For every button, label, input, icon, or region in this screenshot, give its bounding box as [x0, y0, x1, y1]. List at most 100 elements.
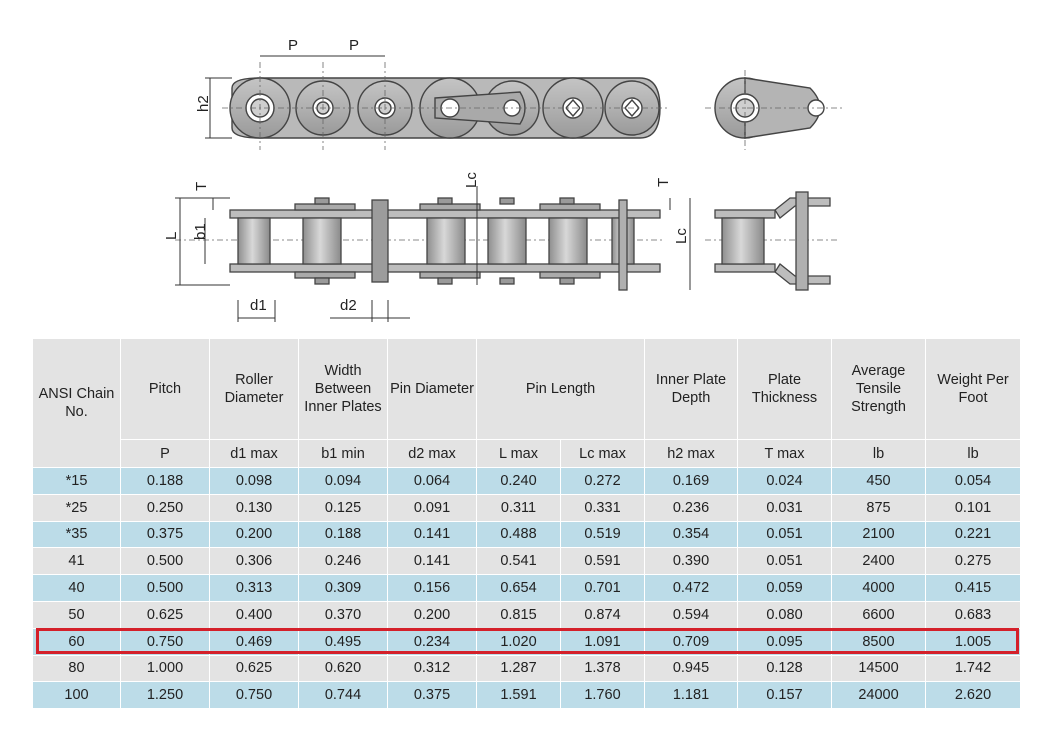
- label-d1: d1: [250, 297, 267, 314]
- table-cell: 0.098: [209, 467, 299, 495]
- table-cell: 0.156: [387, 574, 477, 602]
- label-P1: P: [288, 37, 298, 54]
- table-cell: 0.683: [925, 600, 1021, 629]
- table-cell: 0.157: [737, 681, 832, 710]
- label-Lc1: Lc: [463, 172, 480, 188]
- table-cell: 40: [32, 574, 121, 602]
- header-pitch: Pitch: [120, 338, 210, 440]
- header-pin-diameter: Pin Diameter: [387, 338, 477, 440]
- table-row: *35 0.375 0.200 0.188 0.141 0.488 0.519 0.354 0.…: [32, 520, 1021, 549]
- unit-lc: Lc max: [560, 439, 645, 468]
- table-cell: 450: [831, 467, 926, 495]
- table-cell: 0.313: [209, 574, 299, 602]
- header-weight-per-foot: Weight Per Foot: [925, 338, 1021, 440]
- table-cell: 0.311: [476, 493, 561, 522]
- table-cell: 0.945: [644, 654, 738, 683]
- table-cell: 0.130: [209, 493, 299, 522]
- table-cell: 1.020: [476, 627, 561, 656]
- table-cell: 0.200: [209, 520, 299, 549]
- label-L: L: [163, 232, 180, 240]
- header-inner-plate-depth: Inner Plate Depth: [644, 338, 738, 440]
- table-cell: 0.375: [120, 520, 210, 549]
- table-cell: 0.031: [737, 493, 832, 522]
- unit-d2: d2 max: [387, 439, 477, 468]
- table-row: 50 0.625 0.400 0.370 0.200 0.815 0.874 0.594 0.0…: [32, 600, 1021, 629]
- table-cell: 1.760: [560, 681, 645, 710]
- table-cell: 0.250: [120, 493, 210, 522]
- chain-top-view: [229, 197, 661, 291]
- table-cell: 0.400: [209, 600, 299, 629]
- unit-p: P: [120, 439, 210, 468]
- table-row: *15 0.188 0.098 0.094 0.064 0.240 0.272 0.169 0.…: [32, 467, 1021, 495]
- unit-d1: d1 max: [209, 439, 299, 468]
- table-cell: 0.234: [387, 627, 477, 656]
- table-cell: 0.221: [925, 520, 1021, 549]
- table-cell: 0.080: [737, 600, 832, 629]
- table-cell: 0.519: [560, 520, 645, 549]
- table-row: 100 1.250 0.750 0.744 0.375 1.591 1.760 1.181 0.…: [32, 681, 1021, 710]
- chain-end-section: [714, 191, 831, 291]
- unit-l: L max: [476, 439, 561, 468]
- table-cell: 0.331: [560, 493, 645, 522]
- unit-t: T max: [737, 439, 832, 468]
- table-cell: 0.128: [737, 654, 832, 683]
- unit-weight-lb: lb: [925, 439, 1021, 468]
- table-cell: 1.181: [644, 681, 738, 710]
- table-cell: 0.874: [560, 600, 645, 629]
- table-cell: 0.054: [925, 467, 1021, 495]
- table-cell: 1.742: [925, 654, 1021, 683]
- table-cell: 1.378: [560, 654, 645, 683]
- dimension-lines-top: [205, 55, 385, 139]
- table-cell: 0.240: [476, 467, 561, 495]
- table-cell: 41: [32, 547, 121, 576]
- table-cell: 0.141: [387, 520, 477, 549]
- dimension-labels: P P h2 T L b1 d1 d2 Lc T Lc: [163, 37, 690, 314]
- table-cell: 0.591: [560, 547, 645, 576]
- unit-b1: b1 min: [298, 439, 388, 468]
- table-cell: 875: [831, 493, 926, 522]
- table-cell: *25: [32, 493, 121, 522]
- table-cell: 0.125: [298, 493, 388, 522]
- table-cell: 2.620: [925, 681, 1021, 710]
- table-cell: 0.701: [560, 574, 645, 602]
- table-cell: 0.415: [925, 574, 1021, 602]
- table-cell: 0.094: [298, 467, 388, 495]
- table-cell: 0.101: [925, 493, 1021, 522]
- table-cell: 100: [32, 681, 121, 710]
- table-cell: 0.188: [120, 467, 210, 495]
- label-Lc2: Lc: [673, 228, 690, 244]
- table-cell: 24000: [831, 681, 926, 710]
- label-h2: h2: [195, 95, 212, 112]
- table-cell: 4000: [831, 574, 926, 602]
- table-cell: 0.246: [298, 547, 388, 576]
- chain-spec-table: ANSI Chain No. Pitch Roller Diameter Wid…: [32, 338, 1021, 710]
- table-cell: 0.488: [476, 520, 561, 549]
- dimension-lines-bottom: [175, 186, 691, 322]
- table-cell: 0.275: [925, 547, 1021, 576]
- table-cell: 0.594: [644, 600, 738, 629]
- table-cell: 0.059: [737, 574, 832, 602]
- table-cell: 0.051: [737, 520, 832, 549]
- table-cell: 0.654: [476, 574, 561, 602]
- table-row: *25 0.250 0.130 0.125 0.091 0.311 0.331 0.236 0.…: [32, 493, 1021, 522]
- table-cell: 0.469: [209, 627, 299, 656]
- table-cell: 0.620: [298, 654, 388, 683]
- table-cell: 0.236: [644, 493, 738, 522]
- table-row: 60 0.750 0.469 0.495 0.234 1.020 1.091 0.709 0.0…: [32, 627, 1021, 656]
- header-average-tensile-strength: Average Tensile Strength: [831, 338, 926, 440]
- table-cell: 0.354: [644, 520, 738, 549]
- table-cell: 0.309: [298, 574, 388, 602]
- table-cell: 0.750: [209, 681, 299, 710]
- table-cell: 0.200: [387, 600, 477, 629]
- table-cell: 0.370: [298, 600, 388, 629]
- table-cell: 0.625: [209, 654, 299, 683]
- table-cell: 1.000: [120, 654, 210, 683]
- table-cell: 0.091: [387, 493, 477, 522]
- table-cell: 1.591: [476, 681, 561, 710]
- table-cell: 0.500: [120, 547, 210, 576]
- table-cell: 0.744: [298, 681, 388, 710]
- table-cell: 0.815: [476, 600, 561, 629]
- unit-strength-lb: lb: [831, 439, 926, 468]
- table-cell: 0.141: [387, 547, 477, 576]
- table-cell: 0.750: [120, 627, 210, 656]
